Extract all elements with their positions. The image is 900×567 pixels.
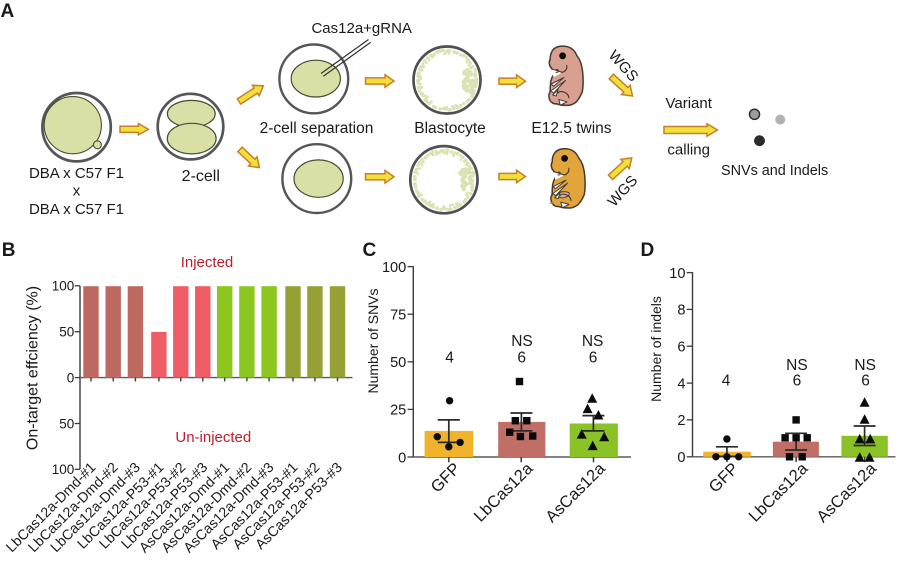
svg-text:Blastocyte: Blastocyte <box>414 120 486 137</box>
svg-text:10: 10 <box>669 266 685 282</box>
svg-text:AsCas12a: AsCas12a <box>813 459 880 526</box>
svg-text:DBA x C57 F1: DBA x C57 F1 <box>29 201 124 218</box>
svg-text:6: 6 <box>589 350 598 367</box>
svg-text:x: x <box>73 182 81 199</box>
svg-text:NS: NS <box>511 333 533 350</box>
svg-text:0: 0 <box>67 370 75 385</box>
svg-text:Un-injected: Un-injected <box>175 429 251 446</box>
svg-text:A: A <box>1 1 15 22</box>
svg-text:6: 6 <box>793 373 802 390</box>
svg-text:NS: NS <box>786 357 808 374</box>
svg-text:2-cell: 2-cell <box>182 168 220 185</box>
svg-text:4: 4 <box>722 373 731 390</box>
svg-text:GFP: GFP <box>427 460 464 497</box>
svg-text:AsCas12a: AsCas12a <box>542 459 609 526</box>
svg-text:GFP: GFP <box>706 460 743 497</box>
svg-text:50: 50 <box>390 355 406 371</box>
svg-text:On-target effciency (%): On-target effciency (%) <box>25 286 42 450</box>
svg-text:Cas12a+gRNA: Cas12a+gRNA <box>311 20 411 37</box>
svg-text:100: 100 <box>382 260 406 276</box>
svg-text:DBA x C57 F1: DBA x C57 F1 <box>29 165 124 182</box>
svg-text:SNVs and Indels: SNVs and Indels <box>721 163 828 179</box>
svg-text:B: B <box>2 240 16 261</box>
svg-text:Injected: Injected <box>181 254 234 271</box>
svg-text:25: 25 <box>390 403 406 419</box>
svg-text:6: 6 <box>861 373 870 390</box>
svg-text:6: 6 <box>677 340 685 356</box>
svg-text:0: 0 <box>677 450 685 466</box>
svg-text:LbCas12a: LbCas12a <box>746 459 813 526</box>
svg-text:E12.5 twins: E12.5 twins <box>531 120 611 137</box>
svg-text:D: D <box>641 240 655 261</box>
svg-text:Number of SNVs: Number of SNVs <box>365 288 381 393</box>
svg-text:100: 100 <box>52 279 75 294</box>
svg-text:75: 75 <box>390 307 406 323</box>
svg-text:0: 0 <box>398 450 406 466</box>
svg-text:6: 6 <box>517 350 526 367</box>
svg-text:LbCas12a: LbCas12a <box>471 459 538 526</box>
svg-text:4: 4 <box>677 376 685 392</box>
svg-text:C: C <box>363 240 377 261</box>
svg-text:2-cell separation: 2-cell separation <box>260 120 374 137</box>
svg-text:calling: calling <box>667 142 710 159</box>
svg-text:NS: NS <box>582 333 604 350</box>
svg-text:50: 50 <box>59 324 74 339</box>
svg-text:4: 4 <box>445 350 454 367</box>
svg-text:8: 8 <box>677 303 685 319</box>
svg-text:100: 100 <box>52 462 75 477</box>
svg-text:Variant: Variant <box>666 95 713 112</box>
svg-text:50: 50 <box>59 416 74 431</box>
svg-text:2: 2 <box>677 413 685 429</box>
svg-text:Number of indels: Number of indels <box>648 296 664 402</box>
svg-text:NS: NS <box>854 357 876 374</box>
